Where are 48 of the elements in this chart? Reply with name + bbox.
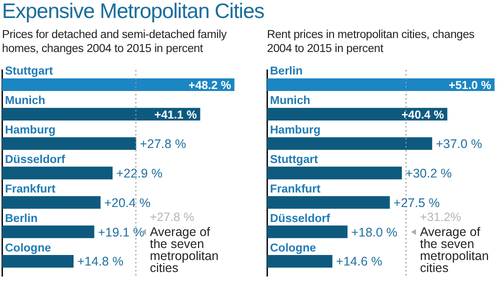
category-label: Cologne xyxy=(5,242,51,254)
chart-title: Expensive Metropolitan Cities xyxy=(2,0,264,24)
data-label: +27.8 % xyxy=(140,137,186,152)
ref-line-label: +31.2% xyxy=(420,210,462,224)
bar xyxy=(2,108,200,120)
bar xyxy=(267,226,348,238)
bar xyxy=(267,254,332,268)
data-label: +51.0 % xyxy=(448,80,492,92)
bar xyxy=(2,137,136,150)
annotation: Average of the seven metropolitan cities xyxy=(420,225,489,275)
chart-subtitle: Prices for detached and semi-detached family homes, changes 2004 to 2015 in percent xyxy=(2,28,228,56)
bar xyxy=(2,166,113,180)
category-label: Düsseldorf xyxy=(5,154,66,166)
category-label: Hamburg xyxy=(5,124,56,137)
bar xyxy=(2,78,234,92)
data-label: +20.4 % xyxy=(104,196,150,210)
data-label: +30.2 % xyxy=(406,166,452,180)
data-label: +37.0 % xyxy=(436,137,482,152)
bar xyxy=(267,196,390,209)
data-label: +14.8 % xyxy=(77,254,124,269)
category-label: Düsseldorf xyxy=(270,212,330,225)
data-label: +18.0 % xyxy=(351,225,398,240)
category-label: Munich xyxy=(5,95,46,108)
bar xyxy=(2,226,94,238)
data-label: +48.2 % xyxy=(188,80,232,92)
data-label: +41.1 % xyxy=(154,109,197,122)
bar xyxy=(2,196,101,209)
category-label: Munich xyxy=(270,95,310,108)
data-label: +27.5 % xyxy=(394,196,440,210)
category-label: Berlin xyxy=(5,212,38,225)
bar xyxy=(267,108,448,120)
category-label: Frankfurt xyxy=(270,183,320,196)
bar xyxy=(267,166,402,180)
annotation: Average of the seven metropolitan cities xyxy=(150,225,219,275)
data-label: +22.9 % xyxy=(116,166,162,180)
category-label: Frankfurt xyxy=(5,183,56,196)
category-label: Stuttgart xyxy=(270,154,318,166)
bar xyxy=(267,78,495,92)
data-label: +40.4 % xyxy=(401,109,444,122)
category-label: Cologne xyxy=(270,242,316,254)
bar xyxy=(2,254,74,268)
category-label: Stuttgart xyxy=(5,66,53,78)
category-label: Hamburg xyxy=(270,124,320,137)
chart-subtitle: Rent prices in metropolitan cities, changes 2004 to 2015 in percent xyxy=(267,28,476,56)
data-label: +14.6 % xyxy=(336,254,382,269)
category-label: Berlin xyxy=(270,66,303,78)
ref-line-label: +27.8 % xyxy=(150,210,195,224)
bar xyxy=(267,137,432,150)
